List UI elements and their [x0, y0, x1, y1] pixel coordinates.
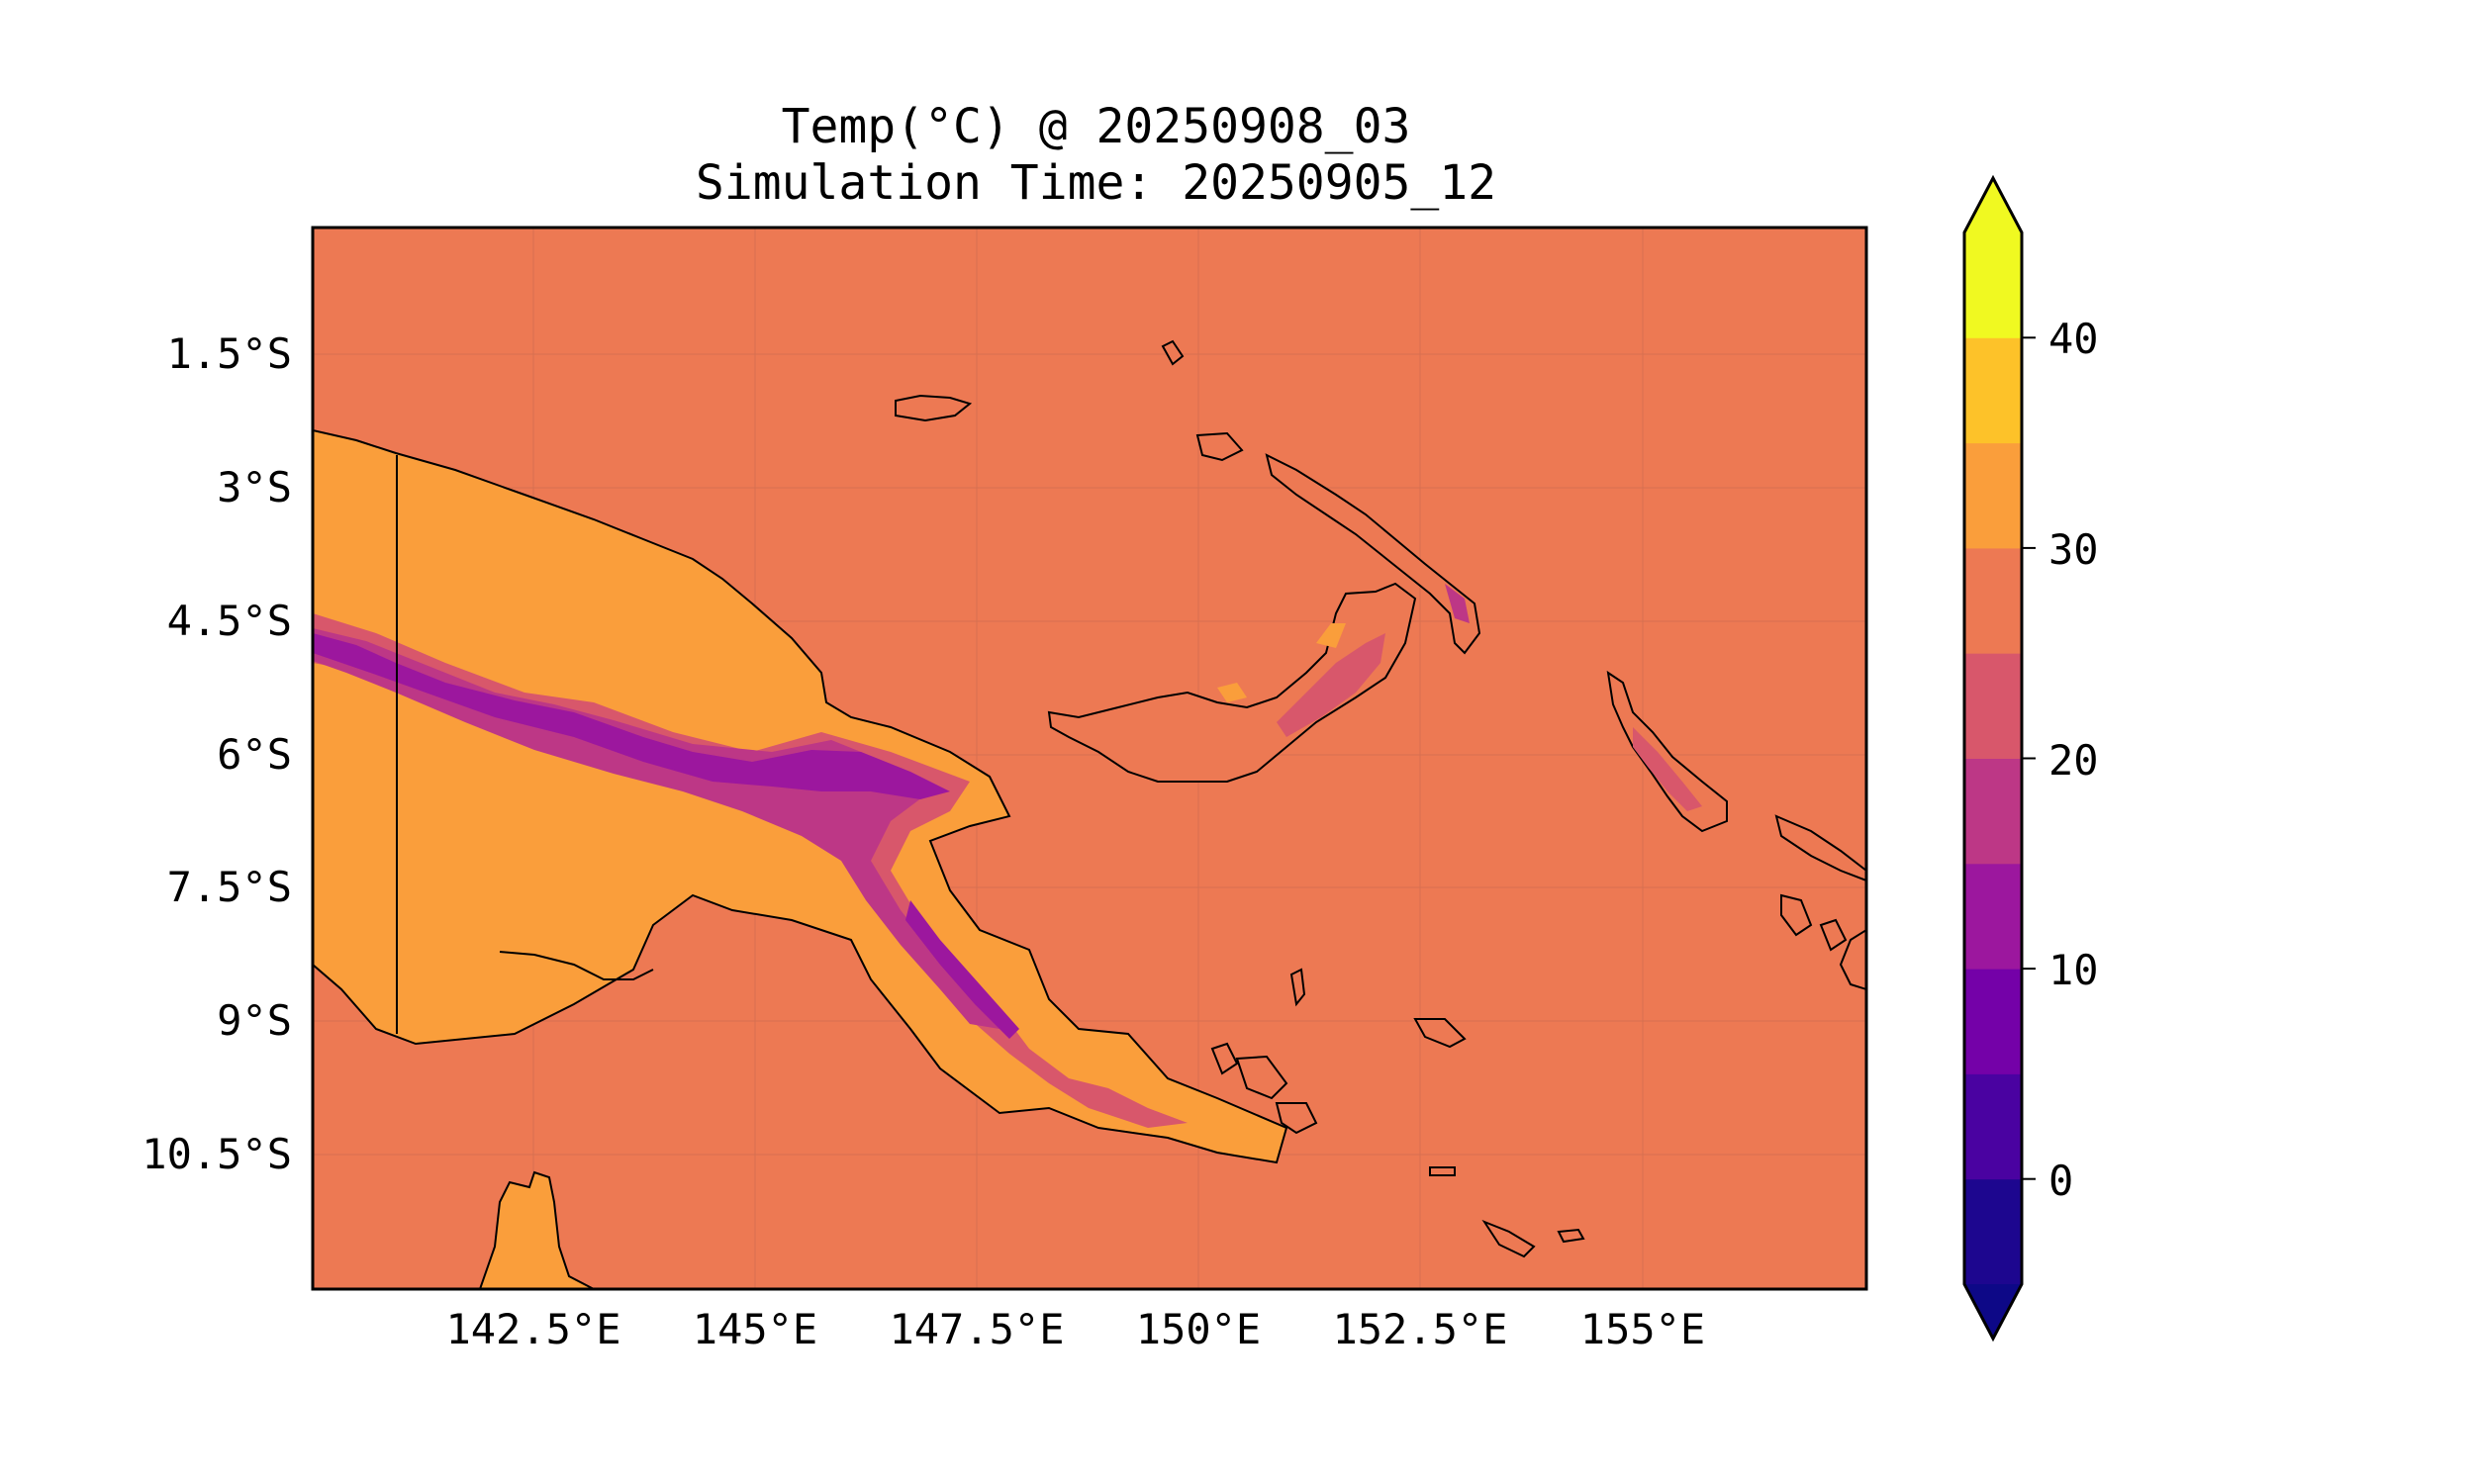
highland-colder-band — [313, 628, 999, 1029]
lat-label-0: 1.5°S — [167, 329, 292, 378]
louisiade-islands — [1429, 1166, 1585, 1258]
new-ireland-cool — [1445, 584, 1470, 623]
bougainville-island — [1606, 670, 1728, 833]
small-island-a — [1161, 339, 1244, 462]
lat-label-3: 6°S — [217, 730, 292, 779]
new-ireland-island — [1265, 453, 1481, 655]
new-britain-warm-2 — [1217, 623, 1346, 702]
lon-label-0: 142.5°E — [445, 1305, 620, 1353]
colorbar-outline — [1962, 174, 2024, 1343]
map-title: Temp(°C) @ 20250908_03 — [781, 99, 1411, 154]
colorbar-tick-0: 0 — [2048, 1157, 2073, 1205]
lat-label-6: 10.5°S — [142, 1130, 292, 1178]
colorbar-segment-6 — [1964, 547, 2022, 654]
colorbar-segment-3 — [1964, 863, 2022, 970]
cape-york-land — [478, 1170, 595, 1289]
lat-label-2: 4.5°S — [167, 597, 292, 645]
colorbar-segment-9 — [1964, 232, 2022, 338]
lat-label-5: 9°S — [217, 996, 292, 1045]
new-britain-warm — [1277, 633, 1385, 737]
lat-label-1: 3°S — [217, 463, 292, 511]
trobriand-island — [1289, 968, 1306, 1007]
lon-label-2: 147.5°E — [889, 1305, 1064, 1353]
lon-label-5: 155°E — [1580, 1305, 1705, 1353]
highland-coldest-band — [313, 633, 950, 799]
lon-label-1: 145°E — [693, 1305, 817, 1353]
colorbar-tick-3: 30 — [2048, 525, 2099, 574]
colorbar-segment-0 — [1964, 1178, 2022, 1285]
lon-label-3: 150°E — [1136, 1305, 1261, 1353]
colorbar-under-arrow — [1964, 1284, 2022, 1339]
colorbar-segment-1 — [1964, 1073, 2022, 1180]
colorbar-segment-7 — [1964, 442, 2022, 549]
colorbar-over-arrow — [1964, 178, 2022, 232]
solomon-island-2 — [1780, 893, 1866, 991]
lon-label-4: 152.5°E — [1332, 1305, 1507, 1353]
colorbar-tick-1: 10 — [2048, 946, 2099, 994]
new-britain-island — [1047, 582, 1417, 783]
lat-label-4: 7.5°S — [167, 863, 292, 911]
colorbar-tick-2: 20 — [2048, 736, 2099, 785]
colorbar-segment-5 — [1964, 653, 2022, 759]
new-guinea-coastline — [313, 429, 1288, 1164]
map-subtitle: Simulation Time: 20250905_12 — [695, 155, 1497, 211]
bougainville-cool — [1633, 727, 1702, 811]
colorbar-segment-2 — [1964, 969, 2022, 1074]
fly-estuary — [499, 951, 654, 980]
woodlark-island — [1413, 1018, 1467, 1049]
colorbar-tick-4: 40 — [2048, 315, 2099, 363]
dentrecasteaux-islands — [1210, 1042, 1318, 1135]
solomon-island-1 — [1774, 814, 1866, 882]
manus-island — [895, 394, 973, 422]
colorbar — [1962, 174, 2036, 1343]
owen-stanley-cold — [905, 900, 1019, 1039]
colorbar-segment-4 — [1964, 758, 2022, 865]
colorbar-segment-8 — [1964, 337, 2022, 444]
map-frame — [311, 226, 1868, 1291]
